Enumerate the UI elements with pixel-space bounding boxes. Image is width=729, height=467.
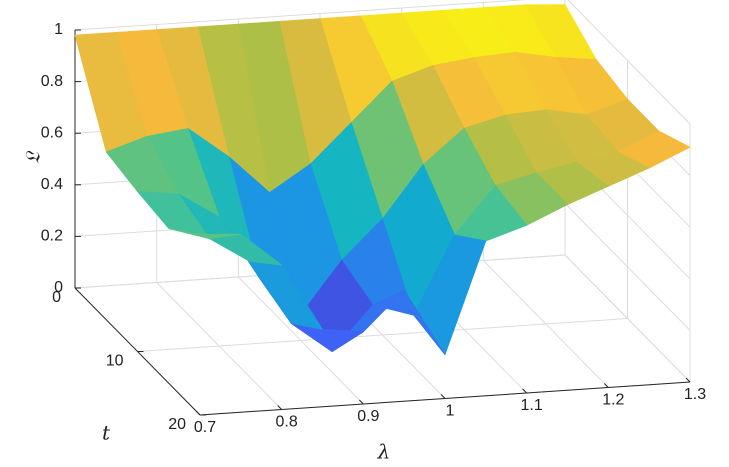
z-tick-label: 1 [54, 21, 63, 38]
grid-line [137, 318, 628, 352]
x-tick [195, 410, 201, 416]
x-tick-label: 1.2 [602, 392, 624, 409]
x-axis-label: λ [377, 440, 391, 464]
x-tick [603, 383, 609, 388]
y-tick-label: 0 [52, 289, 61, 306]
z-tick-label: 0.4 [41, 176, 63, 193]
y-tick-label: 20 [168, 416, 186, 433]
axis-labels: λ t 𝔏 [21, 150, 391, 464]
x-tick [358, 399, 364, 405]
z-tick-label: 0 [54, 279, 63, 296]
z-axis-label: 𝔏 [21, 150, 45, 164]
surface-patch [168, 228, 242, 240]
x-tick-label: 1.1 [521, 397, 543, 414]
z-tick-label: 0.2 [41, 228, 63, 245]
x-tick [440, 394, 446, 399]
x-tick-label: 0.8 [276, 414, 298, 431]
y-axis-label: t [102, 421, 111, 445]
x-tick [685, 377, 691, 383]
x-tick-label: 0.9 [357, 408, 379, 425]
x-tick-label: 1.3 [684, 386, 706, 403]
x-tick [277, 405, 283, 410]
x-tick-label: 0.7 [194, 419, 216, 436]
z-tick-label: 0.6 [41, 124, 63, 141]
y-tick-label: 10 [106, 353, 124, 370]
z-tick-label: 0.8 [41, 73, 63, 90]
x-tick-label: 1 [446, 403, 455, 420]
x-tick [522, 388, 528, 394]
surface [74, 4, 691, 356]
